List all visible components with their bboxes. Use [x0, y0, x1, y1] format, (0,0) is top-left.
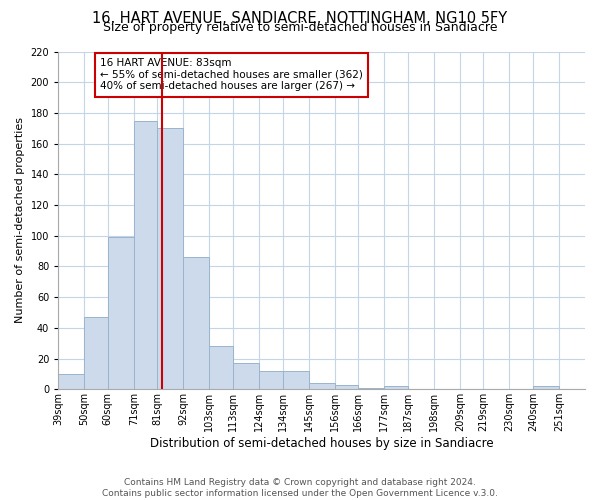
Text: 16 HART AVENUE: 83sqm
← 55% of semi-detached houses are smaller (362)
40% of sem: 16 HART AVENUE: 83sqm ← 55% of semi-deta…: [100, 58, 363, 92]
Bar: [84, 317, 108, 390]
Bar: [308, 383, 335, 390]
Bar: [358, 388, 384, 390]
Bar: [233, 363, 259, 390]
X-axis label: Distribution of semi-detached houses by size in Sandiacre: Distribution of semi-detached houses by …: [150, 437, 493, 450]
Bar: [335, 384, 358, 390]
Bar: [259, 371, 283, 390]
Text: Contains HM Land Registry data © Crown copyright and database right 2024.
Contai: Contains HM Land Registry data © Crown c…: [102, 478, 498, 498]
Bar: [384, 386, 408, 390]
Bar: [533, 386, 559, 390]
Bar: [184, 257, 209, 390]
Bar: [209, 346, 233, 390]
Bar: [58, 374, 84, 390]
Bar: [108, 238, 134, 390]
Bar: [283, 371, 308, 390]
Text: Size of property relative to semi-detached houses in Sandiacre: Size of property relative to semi-detach…: [103, 22, 497, 35]
Text: 16, HART AVENUE, SANDIACRE, NOTTINGHAM, NG10 5FY: 16, HART AVENUE, SANDIACRE, NOTTINGHAM, …: [92, 11, 508, 26]
Bar: [134, 120, 157, 390]
Y-axis label: Number of semi-detached properties: Number of semi-detached properties: [15, 118, 25, 324]
Bar: [157, 128, 184, 390]
